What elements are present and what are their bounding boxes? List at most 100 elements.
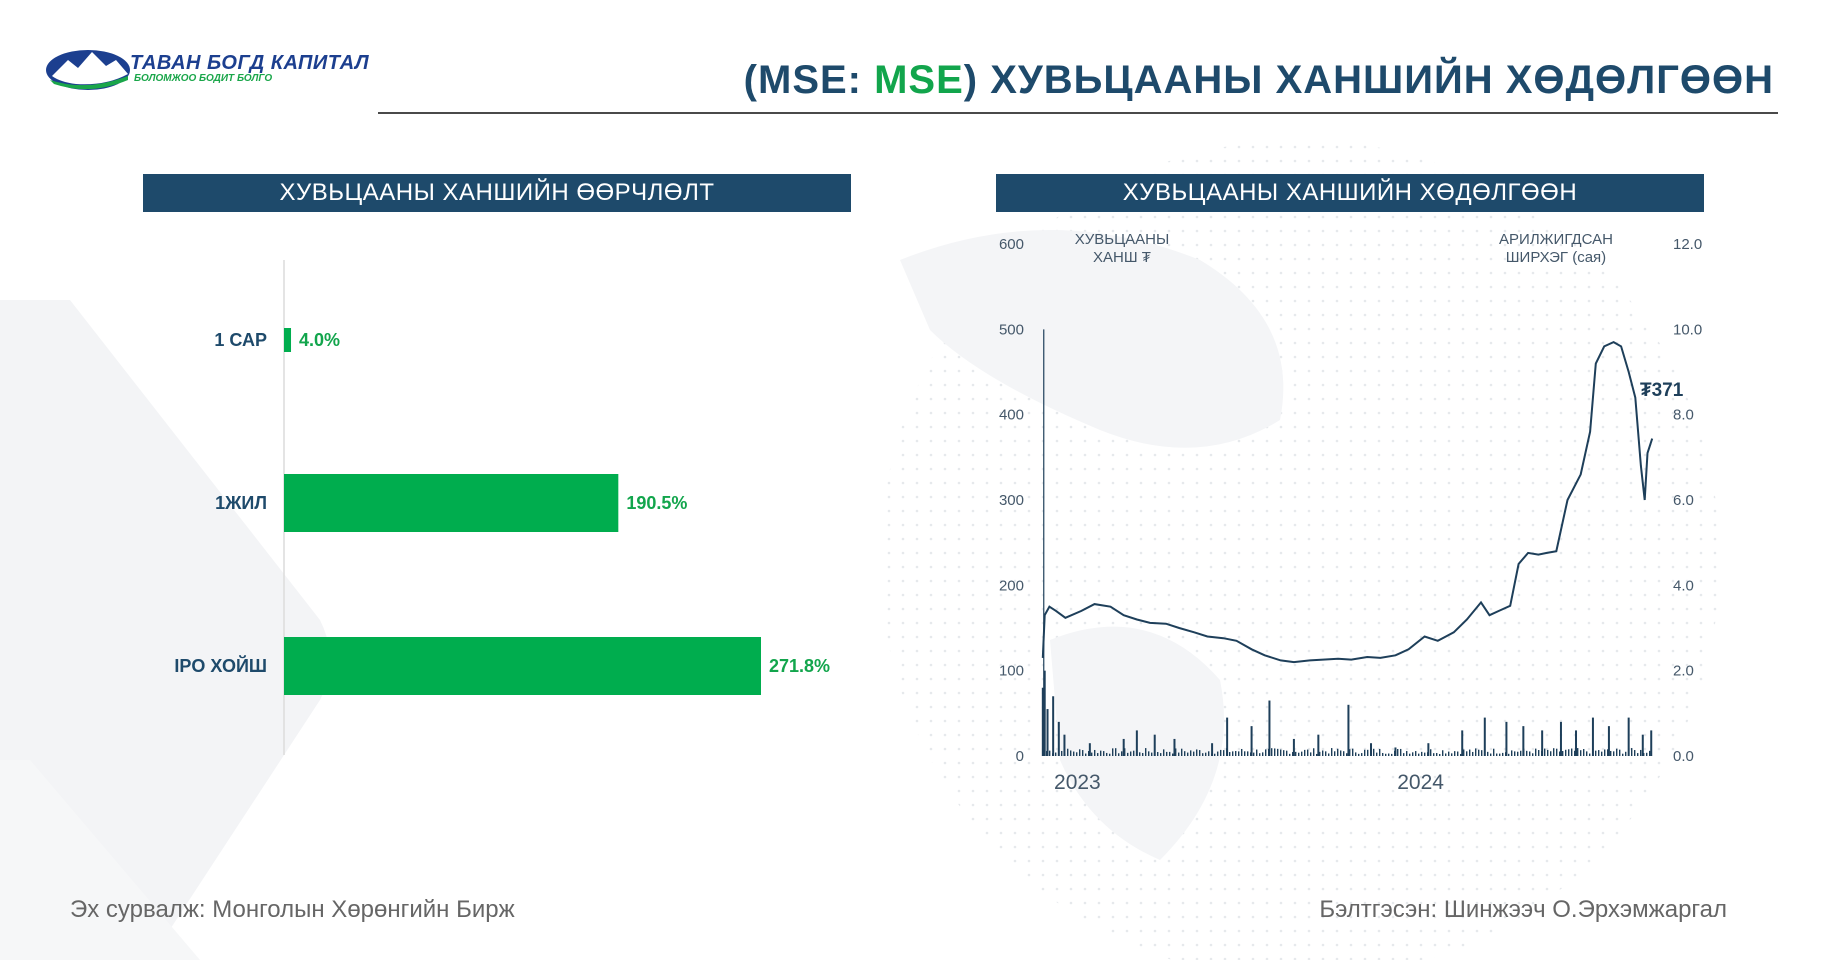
- volume-bar: [1283, 750, 1285, 756]
- volume-bar: [1112, 748, 1114, 756]
- bar-value-label: 271.8%: [769, 656, 830, 676]
- volume-bar: [1334, 751, 1336, 756]
- volume-bar: [1466, 751, 1468, 756]
- volume-bar: [1094, 749, 1096, 756]
- logo-badge-text: ТАВАН БОГД ГРУПП: [64, 76, 113, 82]
- volume-bar: [1229, 752, 1231, 756]
- last-price-label: ₮371: [1640, 380, 1684, 401]
- volume-bar: [1202, 753, 1204, 756]
- volume-bar: [1565, 749, 1567, 756]
- volume-bar: [1211, 743, 1214, 756]
- volume-bar: [1478, 749, 1480, 756]
- volume-bar: [1409, 753, 1411, 756]
- volume-bar: [1427, 743, 1430, 756]
- volume-bar: [1613, 751, 1615, 756]
- volume-bar: [1469, 749, 1471, 756]
- volume-bar: [1124, 748, 1126, 756]
- page-title: (MSE: MSE) ХУВЬЦААНЫ ХАНШИЙН ХӨДӨЛГӨӨН: [744, 58, 1774, 103]
- volume-bar: [1271, 748, 1273, 756]
- volume-bar: [1484, 752, 1486, 756]
- volume-bar: [1247, 751, 1249, 756]
- y2-tick-label: 2.0: [1673, 663, 1694, 680]
- volume-bar: [1133, 750, 1135, 756]
- volume-bar: [1358, 753, 1360, 756]
- volume-bar: [1208, 751, 1210, 756]
- volume-bar: [1250, 726, 1253, 756]
- volume-bar: [1088, 751, 1090, 756]
- bar-2: [284, 474, 619, 532]
- volume-bar: [1526, 750, 1528, 756]
- y2-tick-label: 12.0: [1673, 236, 1702, 253]
- volume-bar: [1142, 752, 1144, 756]
- price-volume-line-chart: ХУВЬЦААНЫ ХАНШ ₮ АРИЛЖИГДСАН ШИРХЭГ (сая…: [999, 231, 1702, 794]
- y-tick-label: 100: [999, 663, 1024, 680]
- volume-bar: [1046, 751, 1048, 756]
- title-prefix: (MSE:: [743, 58, 875, 102]
- volume-bar: [1091, 752, 1093, 756]
- volume-bar: [1154, 750, 1156, 756]
- volume-bar: [1379, 749, 1381, 756]
- y2-tick-label: 4.0: [1673, 577, 1694, 594]
- volume-bar: [1316, 753, 1318, 756]
- volume-bar: [1064, 753, 1066, 756]
- volume-bar: [1556, 748, 1558, 756]
- volume-bar: [1226, 717, 1229, 756]
- volume-bar: [1041, 687, 1044, 756]
- volume-bar: [1559, 751, 1561, 756]
- volume-bar: [1205, 752, 1207, 756]
- volume-bar: [1547, 749, 1549, 756]
- volume-bar: [1553, 748, 1555, 756]
- volume-bar: [1616, 748, 1618, 756]
- volume-bar: [1592, 748, 1594, 756]
- volume-bar: [1391, 753, 1393, 756]
- volume-bar: [1418, 753, 1420, 756]
- price-change-bar-chart: 1 САР 4.0% 1ЖИЛ 190.5% IPO ХОЙШ 271.8%: [174, 260, 830, 755]
- volume-bar: [1214, 753, 1216, 756]
- volume-bar: [1313, 748, 1315, 756]
- volume-bar: [1325, 751, 1327, 756]
- volume-bar: [1607, 749, 1609, 756]
- volume-bar: [1394, 750, 1396, 756]
- volume-bar: [1136, 749, 1138, 756]
- volume-bar: [1517, 751, 1519, 756]
- volume-bar: [1463, 749, 1465, 756]
- volume-bar: [1070, 750, 1072, 756]
- volume-bar: [1574, 750, 1576, 756]
- volume-bar: [1061, 750, 1063, 756]
- y2-tick-label: 6.0: [1673, 492, 1694, 509]
- volume-bar: [1346, 753, 1348, 756]
- volume-bar: [1541, 751, 1543, 756]
- volume-bar: [1382, 752, 1384, 756]
- volume-bar: [1076, 752, 1078, 756]
- volume-bar: [1256, 749, 1258, 756]
- company-logo: ТАВАН БОГД ГРУПП: [46, 46, 346, 94]
- bar-value-label: 190.5%: [626, 493, 687, 513]
- volume-bar: [1481, 750, 1483, 756]
- volume-bar: [1115, 748, 1117, 756]
- bar-category-label: 1ЖИЛ: [215, 493, 267, 513]
- volume-bar: [1097, 753, 1099, 756]
- volume-bar: [1226, 748, 1228, 756]
- volume-bar: [1535, 748, 1537, 756]
- volume-bar: [1559, 721, 1562, 756]
- source-note: Эх сурвалж: Монголын Хөрөнгийн Бирж: [70, 896, 515, 923]
- y-tick-label: 200: [999, 577, 1024, 594]
- volume-bar: [1235, 751, 1237, 756]
- left-section-header: ХУВЬЦААНЫ ХАНШИЙН ӨӨРЧЛӨЛТ: [143, 174, 851, 212]
- bar-value-label: 4.0%: [299, 330, 340, 350]
- volume-bar: [1370, 750, 1372, 756]
- volume-bar: [1373, 748, 1375, 756]
- volume-bar: [1499, 753, 1501, 756]
- volume-bar: [1364, 749, 1366, 756]
- volume-bar: [1049, 750, 1051, 756]
- volume-bar: [1361, 753, 1363, 756]
- volume-bar: [1490, 753, 1492, 756]
- volume-bar: [1265, 749, 1267, 756]
- volume-bar: [1544, 748, 1546, 756]
- volume-bar: [1412, 752, 1414, 756]
- volume-bar: [1055, 752, 1057, 756]
- volume-bar: [1568, 749, 1570, 756]
- volume-bar: [1211, 753, 1213, 756]
- volume-bar: [1085, 753, 1087, 756]
- volume-bar: [1127, 752, 1129, 756]
